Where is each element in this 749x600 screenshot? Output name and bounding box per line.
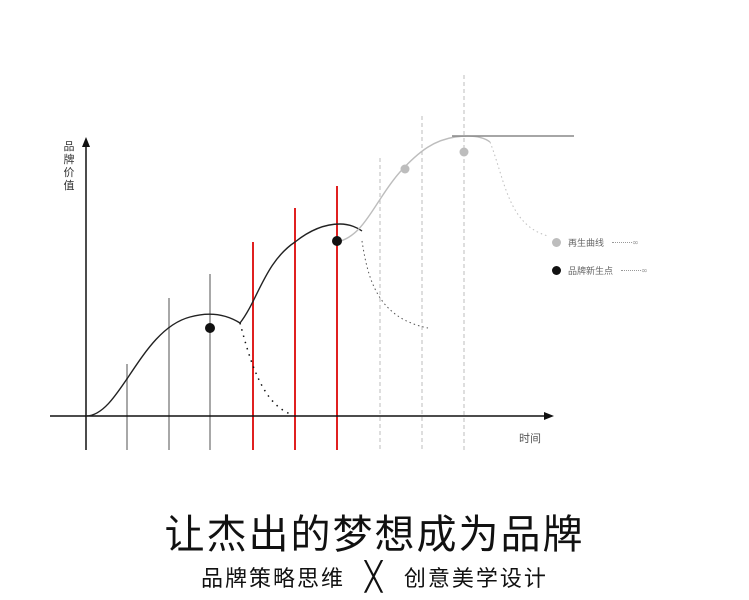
y-axis-label-char: 价	[63, 166, 75, 179]
regen-point	[459, 147, 469, 157]
legend-label: 再生曲线	[568, 239, 605, 249]
y-axis-label-char: 品	[63, 140, 75, 153]
decline-curve-1	[239, 322, 294, 416]
x-axis-arrow	[544, 412, 554, 420]
regen-point	[400, 164, 410, 174]
legend-dotted-line	[612, 242, 633, 243]
y-axis-arrow	[82, 137, 90, 147]
y-axis-label: 品 牌 价 值	[62, 140, 76, 192]
cross-icon: ╳	[365, 560, 384, 593]
y-axis-label-char: 牌	[63, 153, 75, 166]
subline-left: 品牌策略思维	[201, 566, 346, 592]
legend-label: 品牌新生点	[568, 267, 614, 277]
x-axis-label: 时间	[519, 432, 541, 445]
infinity-icon: ∞	[632, 238, 639, 247]
y-axis-label-char: 值	[63, 179, 75, 192]
decline-curve-3	[489, 141, 549, 237]
headline: 让杰出的梦想成为品牌	[164, 512, 585, 558]
legend-dot-icon	[552, 238, 561, 247]
subline-right: 创意美学设计	[403, 566, 548, 592]
brand-value-diagram	[50, 75, 574, 450]
new-life-point	[205, 323, 215, 333]
legend-dot-icon	[552, 266, 561, 275]
legend-item-regen-curve: 再生曲线 ∞	[552, 236, 639, 249]
legend-dotted-line	[621, 270, 642, 271]
subline: 品牌策略思维 ╳ 创意美学设计	[0, 560, 749, 593]
legend-item-new-point: 品牌新生点 ∞	[552, 264, 648, 277]
decline-curve-2	[361, 240, 429, 329]
brand-growth-curve	[85, 223, 363, 417]
new-life-point	[332, 236, 342, 246]
infinity-icon: ∞	[641, 266, 648, 275]
